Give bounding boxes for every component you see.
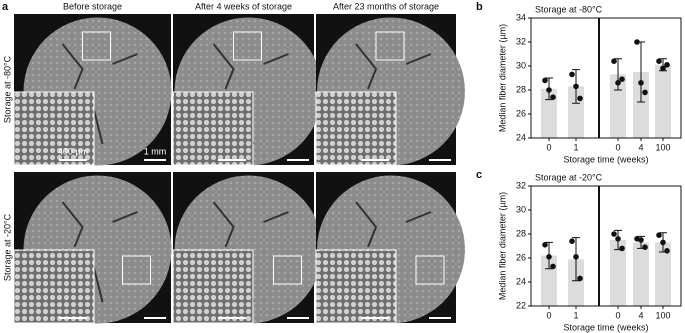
- bar: [655, 242, 671, 306]
- x-tick-label: 4: [638, 310, 643, 320]
- zoom-box: [375, 31, 405, 61]
- data-point: [573, 253, 579, 260]
- inset: [13, 249, 95, 324]
- y-tick-label: 28: [516, 228, 526, 238]
- data-point: [577, 275, 583, 282]
- y-tick-label: 24: [516, 276, 526, 286]
- panel-label: b: [476, 1, 483, 13]
- data-point: [664, 248, 670, 254]
- y-tick-label: 26: [516, 108, 526, 118]
- data-point: [619, 76, 625, 82]
- x-tick-label: 0: [615, 310, 620, 320]
- inset: [315, 91, 397, 166]
- data-point: [550, 263, 556, 270]
- data-point: [642, 89, 648, 96]
- y-axis-title: Median fiber diameter (µm): [497, 24, 507, 132]
- inset: [172, 249, 254, 324]
- data-point: [573, 83, 579, 90]
- row-label: Storage at -80°C: [2, 55, 12, 123]
- scale-label: 1 mm: [144, 146, 167, 156]
- row-label: Storage at -20°C: [2, 213, 12, 281]
- column-title: After 4 weeks of storage: [195, 1, 292, 11]
- zoom-box: [82, 31, 111, 61]
- data-point: [546, 87, 552, 93]
- zoom-box: [122, 255, 151, 285]
- y-tick-label: 32: [516, 36, 526, 46]
- bar: [541, 88, 557, 138]
- plot-frame: [530, 17, 682, 139]
- bar: [655, 64, 671, 138]
- bar: [633, 242, 649, 306]
- data-point: [542, 77, 548, 84]
- zoom-box: [415, 255, 445, 285]
- data-point: [546, 253, 552, 260]
- data-point: [619, 245, 625, 252]
- y-tick-label: 30: [516, 204, 526, 214]
- data-point: [642, 244, 648, 250]
- data-point: [634, 39, 640, 45]
- y-tick-label: 22: [516, 300, 526, 310]
- y-axis-title: Median fiber diameter (µm): [497, 192, 507, 300]
- data-point: [660, 65, 666, 72]
- data-point: [577, 95, 583, 102]
- y-tick-label: 34: [516, 12, 526, 22]
- bar: [633, 72, 649, 138]
- column-title: Before storage: [63, 1, 122, 11]
- x-tick-label: 0: [615, 142, 620, 152]
- x-axis-title: Storage time (weeks): [563, 322, 648, 332]
- data-point: [664, 62, 670, 68]
- y-tick-label: 30: [516, 60, 526, 70]
- inset: [13, 91, 95, 166]
- data-point: [656, 232, 662, 238]
- data-point: [656, 58, 662, 64]
- y-tick-label: 24: [516, 132, 526, 142]
- data-point: [611, 231, 617, 237]
- data-point: [611, 58, 617, 64]
- panel-label: a: [2, 1, 9, 13]
- panel-label: c: [476, 169, 482, 181]
- data-point: [615, 80, 621, 86]
- data-point: [615, 236, 621, 242]
- zoom-box: [273, 255, 302, 285]
- x-tick-label: 0: [546, 142, 551, 152]
- data-point: [569, 71, 575, 78]
- data-point: [569, 238, 575, 244]
- y-tick-label: 32: [516, 180, 526, 190]
- x-axis-title: Storage time (weeks): [563, 154, 648, 164]
- x-tick-label: 1: [573, 310, 578, 320]
- data-point: [638, 237, 644, 243]
- data-point: [660, 239, 666, 246]
- x-tick-label: 1: [573, 142, 578, 152]
- plot-frame: [530, 185, 682, 307]
- bar: [610, 240, 626, 306]
- y-tick-label: 28: [516, 84, 526, 94]
- inset: [172, 91, 254, 166]
- x-tick-label: 100: [655, 142, 670, 152]
- inset: [315, 249, 397, 324]
- bar: [568, 259, 584, 306]
- data-point: [550, 94, 556, 100]
- y-tick-label: 26: [516, 252, 526, 262]
- x-tick-label: 4: [638, 142, 643, 152]
- scale-label: 400 µm: [58, 146, 88, 156]
- chart-title: Storage at -80°C: [535, 4, 603, 14]
- data-point: [638, 80, 644, 86]
- column-title: After 23 months of storage: [333, 1, 439, 11]
- x-tick-label: 0: [546, 310, 551, 320]
- chart-title: Storage at -20°C: [535, 172, 603, 182]
- zoom-box: [233, 31, 262, 61]
- data-point: [542, 242, 548, 248]
- x-tick-label: 100: [655, 310, 670, 320]
